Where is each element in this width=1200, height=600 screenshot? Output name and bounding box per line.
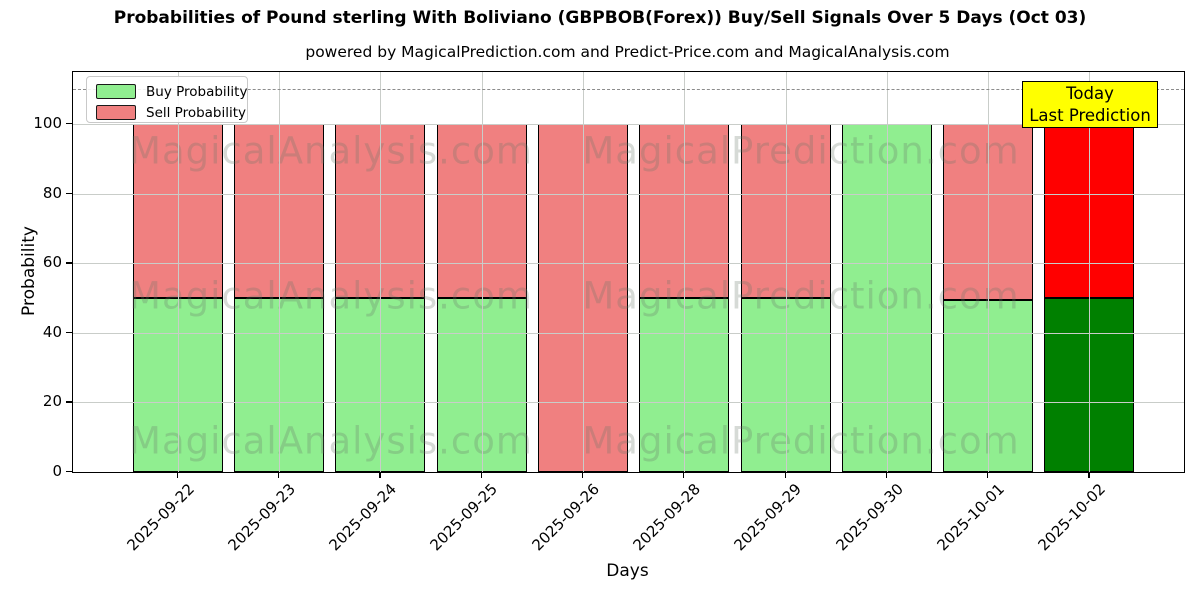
today-annotation-line1: Today (1066, 84, 1114, 103)
x-gridline (481, 72, 483, 472)
chart-subtitle: powered by MagicalPrediction.com and Pre… (305, 43, 950, 61)
y-gridline (73, 402, 1184, 404)
watermark-prediction: MagicalPrediction.com (582, 419, 1020, 463)
y-tick-mark (66, 192, 72, 194)
chart-title: Probabilities of Pound sterling With Bol… (113, 8, 1087, 28)
x-tick-mark (784, 472, 786, 479)
y-tick-mark (66, 401, 72, 403)
threshold-dashed-line (73, 89, 1184, 91)
x-gridline (380, 72, 382, 472)
x-tick-label: 2025-10-02 (1034, 480, 1110, 555)
x-gridline (886, 72, 888, 472)
x-tick-mark (683, 472, 685, 479)
y-tick-label: 40 (42, 322, 62, 341)
watermark-analysis: MagicalAnalysis.com (129, 274, 533, 318)
x-tick-mark (278, 472, 280, 479)
plot-area: MagicalAnalysis.com MagicalPrediction.com… (72, 71, 1185, 473)
watermark-analysis: MagicalAnalysis.com (129, 129, 533, 173)
y-tick-label: 100 (33, 114, 62, 133)
watermark-prediction: MagicalPrediction.com (582, 129, 1020, 173)
x-tick-label: 2025-09-30 (832, 480, 907, 555)
y-tick-mark (66, 123, 72, 125)
x-tick-mark (1088, 472, 1090, 479)
x-tick-mark (581, 472, 584, 479)
x-tick-mark (885, 472, 888, 479)
legend-swatch-sell (96, 105, 136, 120)
watermark-analysis: MagicalAnalysis.com (129, 419, 533, 463)
y-gridline (73, 124, 1184, 126)
x-tick-label: 2025-09-23 (224, 480, 299, 555)
today-annotation: Today Last Prediction (1022, 81, 1158, 128)
y-tick-mark (66, 262, 72, 264)
x-tick-label: 2025-10-01 (933, 480, 1008, 555)
x-gridline (684, 72, 686, 472)
watermark-prediction: MagicalPrediction.com (582, 274, 1020, 318)
x-tick-label: 2025-09-25 (426, 480, 502, 555)
y-tick-label: 80 (42, 183, 62, 202)
y-gridline (73, 332, 1184, 334)
x-gridline (177, 72, 179, 472)
y-tick-label: 0 (52, 462, 62, 480)
x-gridline (279, 72, 280, 472)
legend-label-buy: Buy Probability (146, 83, 248, 100)
x-tick-mark (987, 472, 989, 479)
x-tick-label: 2025-09-24 (325, 480, 401, 555)
legend-swatch-buy (96, 84, 136, 99)
legend-label-sell: Sell Probability (146, 104, 247, 121)
y-tick-mark (66, 331, 72, 334)
x-tick-mark (480, 472, 482, 479)
x-gridline (582, 72, 584, 472)
x-tick-mark (379, 472, 381, 479)
legend-item-buy: Buy Probability (96, 83, 247, 100)
today-annotation-line2: Last Prediction (1029, 106, 1151, 125)
y-gridline (73, 193, 1184, 195)
y-gridline (73, 263, 1184, 265)
x-tick-label: 2025-09-22 (123, 480, 198, 555)
y-axis-label: Probability (19, 226, 39, 316)
x-tick-label: 2025-09-28 (629, 480, 704, 555)
legend-item-sell: Sell Probability (96, 104, 247, 121)
x-tick-mark (176, 472, 178, 479)
y-tick-label: 20 (42, 392, 62, 411)
x-gridline (988, 72, 990, 472)
x-axis-label: Days (606, 561, 649, 581)
x-tick-label: 2025-09-26 (528, 480, 603, 555)
legend: Buy Probability Sell Probability (86, 76, 248, 123)
x-gridline (1089, 72, 1091, 472)
y-tick-label: 60 (42, 253, 62, 272)
y-tick-mark (66, 471, 72, 473)
x-gridline (785, 72, 787, 472)
x-tick-label: 2025-09-29 (730, 480, 806, 555)
